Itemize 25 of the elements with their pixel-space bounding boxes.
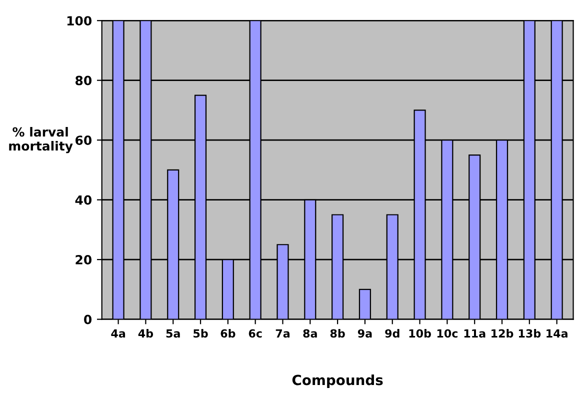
x-tick-label: 10c bbox=[437, 329, 458, 338]
y-tick-label: 40 bbox=[75, 195, 92, 205]
x-tick-label: 12b bbox=[492, 329, 514, 338]
y-tick-label: 60 bbox=[76, 136, 92, 146]
y-axis-title: % larval mortality bbox=[9, 126, 73, 154]
x-tick-label: 7a bbox=[276, 329, 290, 338]
x-tick-label: 4a bbox=[111, 329, 126, 338]
x-tick-label: 6b bbox=[220, 329, 236, 338]
x-tick-label: 8b bbox=[330, 329, 345, 338]
x-tick-label: 8a bbox=[303, 329, 317, 338]
x-tick-label: 4b bbox=[138, 329, 154, 338]
x-tick-label: 9a bbox=[358, 329, 372, 338]
x-axis-title: Compounds bbox=[292, 374, 383, 388]
x-tick-label: 9d bbox=[385, 329, 400, 338]
x-tick-label: 13b bbox=[518, 329, 541, 338]
y-tick-label: 20 bbox=[76, 255, 92, 264]
x-tick-label: 10b bbox=[409, 329, 431, 338]
x-tick-label: 6c bbox=[248, 329, 262, 338]
x-tick-label: 5b bbox=[194, 329, 208, 338]
x-tick-label: 11a bbox=[464, 329, 486, 338]
y-tick-label: 100 bbox=[67, 16, 92, 26]
x-tick-label: 5a bbox=[166, 329, 180, 338]
y-tick-label: 0 bbox=[84, 314, 92, 324]
y-tick-label: 80 bbox=[75, 76, 92, 86]
x-tick-label: 14a bbox=[546, 329, 568, 338]
